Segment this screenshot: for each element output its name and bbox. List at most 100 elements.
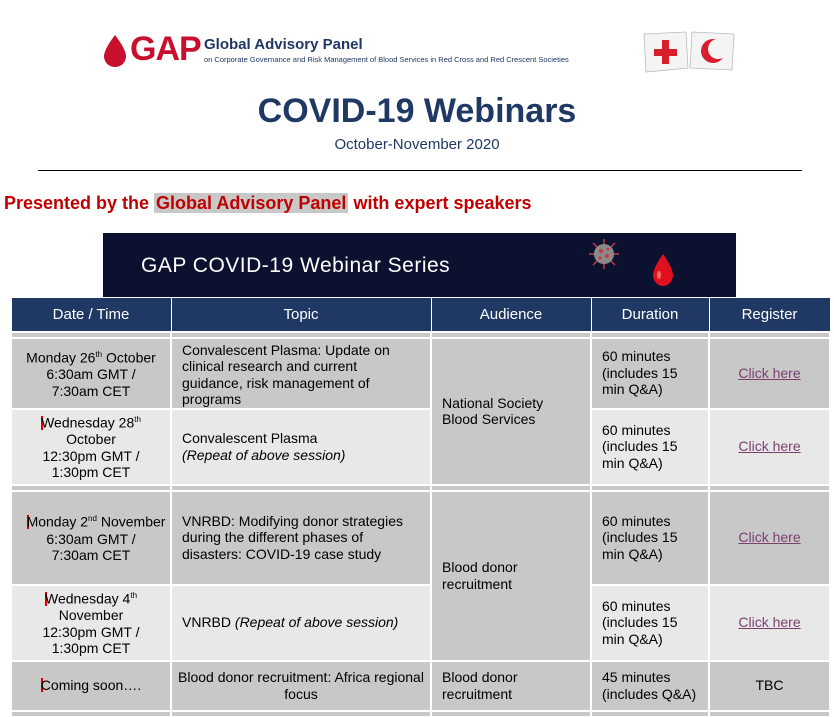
duration-cell: 60 minutes (includes 15 min Q&A) <box>590 336 710 410</box>
table-row: Monday 26th October 6:30am GMT / 7:30am … <box>10 336 831 486</box>
topic-text: Blood donor recruitment: Africa regional… <box>178 669 424 702</box>
red-edit-marker <box>40 678 43 693</box>
date-cell: Monday 26th October 6:30am GMT / 7:30am … <box>10 336 172 410</box>
topic-cell: VNRBD: Modifying donor strategies during… <box>170 489 432 586</box>
date-cell: Monday 2nd November 6:30am GMT / 7:30am … <box>10 489 172 586</box>
col-header-topic: Topic <box>170 297 432 332</box>
table-row: Monday 2nd November 6:30am GMT / 7:30am … <box>10 489 831 662</box>
page-subtitle: October-November 2020 <box>334 136 500 153</box>
register-cell: Click here <box>708 489 831 586</box>
topic-text: Convalescent Plasma: Update on clinical … <box>182 341 390 408</box>
time-cet: 1:30pm CET <box>51 640 131 657</box>
divider <box>38 170 802 171</box>
org-name: Global Advisory Panel <box>204 36 363 53</box>
time-cet: 1:30pm CET <box>51 464 131 481</box>
date-text: Wednesday 4 <box>44 590 131 607</box>
date-text: Monday 26 <box>26 349 96 366</box>
duration-cell: 60 minutes (includes 15 min Q&A) <box>590 489 710 586</box>
date-suffix: th <box>130 591 138 601</box>
time-gmt: 12:30pm GMT / <box>42 447 140 464</box>
register-cell: Click here <box>708 583 831 662</box>
webinar-series-banner: GAP COVID-19 Webinar Series <box>103 233 736 297</box>
webinar-schedule-table: Date / Time Topic Audience Duration Regi… <box>10 297 831 717</box>
duration-text: 45 minutes (includes Q&A) <box>602 669 697 702</box>
date-cell: Coming soon…. <box>10 659 172 712</box>
topic-text: VNRBD <box>182 614 235 631</box>
red-edit-marker <box>44 591 47 606</box>
presented-by-line: Presented by the Global Advisory Panel w… <box>4 193 532 214</box>
time-gmt: 6:30am GMT / <box>46 366 136 383</box>
banner-title: GAP COVID-19 Webinar Series <box>141 254 451 277</box>
red-edit-marker <box>26 515 29 530</box>
org-subtitle: on Corporate Governance and Risk Managem… <box>204 55 569 64</box>
red-cross-red-crescent-flags-icon <box>643 31 735 73</box>
audience-cell: Blood donor recruitment <box>430 489 592 662</box>
duration-cell: 60 minutes (includes 15 min Q&A) <box>590 583 710 662</box>
topic-note: (Repeat of above session) <box>234 614 399 631</box>
register-link[interactable]: Click here <box>738 364 801 381</box>
duration-cell: 45 minutes (includes Q&A) <box>590 659 710 712</box>
date-month: October <box>66 431 116 448</box>
audience-text: Blood donor recruitment <box>442 669 518 702</box>
table-spacer <box>10 483 831 492</box>
page-title: COVID-19 Webinars <box>257 92 577 130</box>
date-month: November <box>96 514 166 531</box>
date-text: Monday 2 <box>26 514 89 531</box>
register-cell: Click here <box>708 336 831 410</box>
table-header-row: Date / Time Topic Audience Duration Regi… <box>10 297 831 332</box>
date-suffix: th <box>95 349 103 359</box>
register-link[interactable]: Click here <box>738 529 801 546</box>
col-header-duration: Duration <box>590 297 710 332</box>
col-header-audience: Audience <box>430 297 592 332</box>
register-cell: TBC <box>708 659 831 712</box>
date-suffix: nd <box>88 514 97 524</box>
register-link[interactable]: Click here <box>738 438 801 455</box>
audience-text: National Society Blood Services <box>442 394 544 428</box>
table-row: Wednesday 4th November 12:30pm GMT / 1:3… <box>10 583 831 662</box>
date-text: Wednesday 28 <box>41 414 135 431</box>
time-gmt: 6:30am GMT / <box>46 530 136 547</box>
presented-suffix: with expert speakers <box>348 193 532 213</box>
date-text: Coming soon…. <box>40 677 142 694</box>
time-gmt: 12:30pm GMT / <box>42 623 140 640</box>
table-spacer <box>10 709 831 717</box>
topic-cell: Convalescent Plasma: Update on clinical … <box>170 336 432 410</box>
red-edit-marker <box>41 415 44 430</box>
topic-cell: Convalescent Plasma (Repeat of above ses… <box>170 407 432 486</box>
time-cet: 7:30am CET <box>51 547 131 564</box>
audience-cell: Blood donor recruitment <box>430 659 592 712</box>
duration-cell: 60 minutes (includes 15 min Q&A) <box>590 407 710 486</box>
audience-text: Blood donor recruitment <box>442 559 518 592</box>
gap-header: GAP Global Advisory Panel on Corporate G… <box>100 28 740 80</box>
duration-text: 60 minutes (includes 15 min Q&A) <box>602 421 678 471</box>
duration-text: 60 minutes (includes 15 min Q&A) <box>602 512 678 562</box>
register-cell: Click here <box>708 407 831 486</box>
coronavirus-icon <box>589 239 619 269</box>
blood-drop-icon <box>653 254 673 286</box>
time-cet: 7:30am CET <box>51 382 131 399</box>
register-link[interactable]: Click here <box>738 614 801 631</box>
table-spacer <box>10 330 831 339</box>
date-month: November <box>58 607 124 624</box>
date-cell: Wednesday 28th October 12:30pm GMT / 1:3… <box>10 407 172 486</box>
date-suffix: th <box>134 415 141 425</box>
table-row: Wednesday 28th October 12:30pm GMT / 1:3… <box>10 407 831 486</box>
presented-highlight: Global Advisory Panel <box>154 193 349 213</box>
topic-text: VNRBD: Modifying donor strategies during… <box>182 512 403 562</box>
topic-text: Convalescent Plasma <box>182 430 318 446</box>
register-status: TBC <box>755 677 784 694</box>
col-header-date: Date / Time <box>10 297 172 332</box>
table-row: Coming soon…. Blood donor recruitment: A… <box>10 659 831 712</box>
duration-text: 60 minutes (includes 15 min Q&A) <box>602 348 678 398</box>
col-header-register: Register <box>708 297 831 332</box>
topic-cell: Blood donor recruitment: Africa regional… <box>170 659 432 712</box>
duration-text: 60 minutes (includes 15 min Q&A) <box>602 597 678 647</box>
date-cell: Wednesday 4th November 12:30pm GMT / 1:3… <box>10 583 172 662</box>
audience-cell: National Society Blood Services <box>430 336 592 486</box>
topic-cell: VNRBD (Repeat of above session) <box>170 583 432 662</box>
presented-prefix: Presented by the <box>4 193 155 213</box>
gap-logo-text: GAP <box>130 30 202 68</box>
blood-drop-icon <box>104 35 126 67</box>
topic-note: (Repeat of above session) <box>182 446 346 463</box>
date-month: October <box>102 349 156 366</box>
